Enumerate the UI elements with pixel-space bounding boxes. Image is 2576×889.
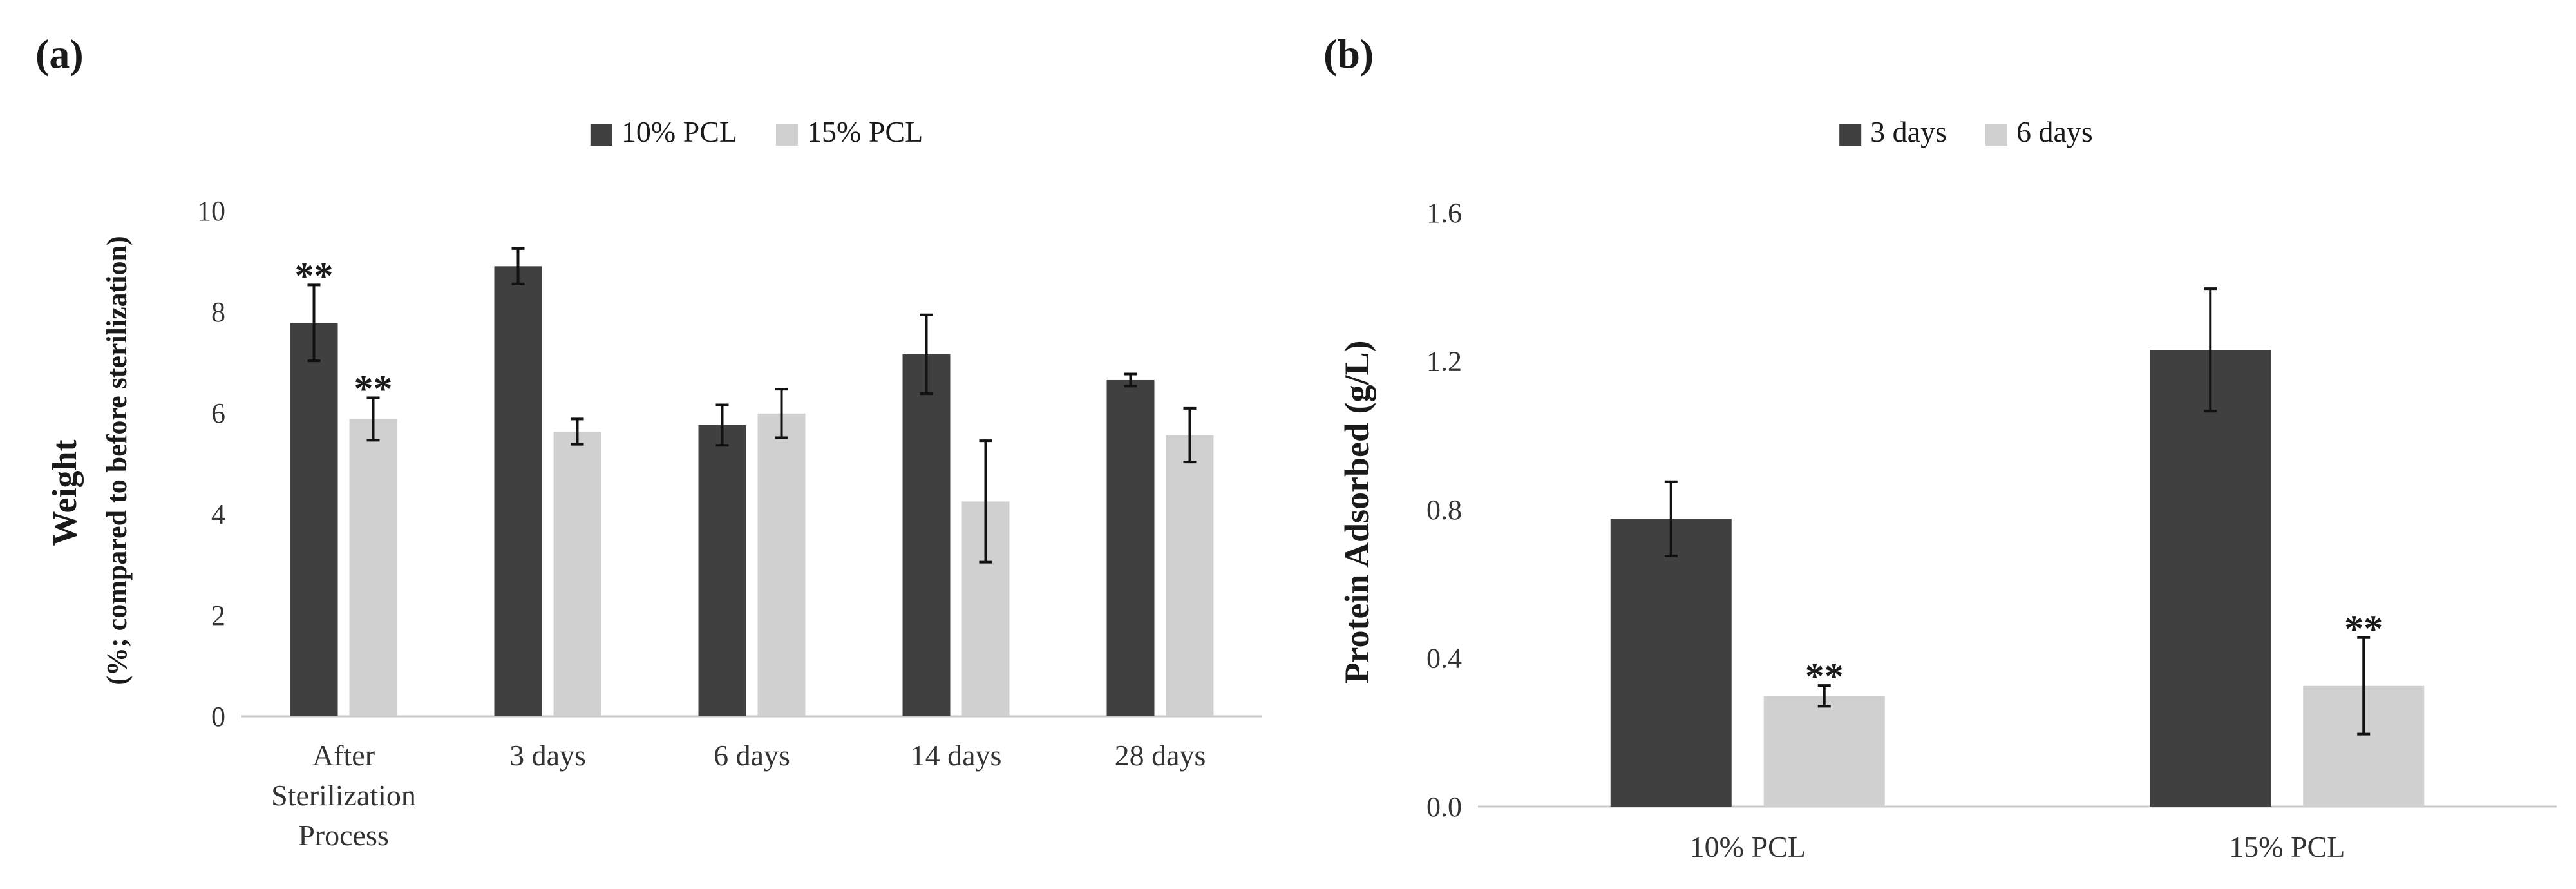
significance-marker: ** (1805, 655, 1844, 698)
bar-10-pcl (902, 354, 951, 716)
legend-label: 6 days (2016, 115, 2093, 148)
category-label-line: After (312, 739, 375, 772)
ytick-label: 0.4 (1426, 643, 1462, 674)
category-label-line: 10% PCL (1690, 830, 1806, 863)
category-label-line: Sterilization (271, 779, 416, 812)
bar-3-days (2150, 350, 2271, 807)
category-label: 3 days (509, 739, 586, 772)
ytick-label: 2 (211, 600, 225, 631)
bar-10-pcl (698, 425, 746, 716)
legend-swatch (776, 124, 798, 146)
ytick-label: 6 (211, 397, 225, 429)
bar-15-pcl (349, 419, 397, 716)
significance-marker: ** (354, 367, 393, 410)
significance-marker: ** (2344, 607, 2383, 650)
panel-b-ylabel: Protein Adsorbed (g/L) (1338, 340, 1376, 683)
bar-3-days (1610, 519, 1732, 807)
category-label-line: 6 days (714, 739, 790, 772)
bar-6-days (1763, 696, 1885, 807)
legend-swatch (1985, 124, 2007, 146)
ytick-label: 0 (211, 701, 225, 732)
legend-swatch (1839, 124, 1862, 146)
legend-label: 15% PCL (807, 115, 923, 148)
legend-swatch (590, 124, 612, 146)
category-label-line: 28 days (1115, 739, 1206, 772)
category-label: 15% PCL (2229, 830, 2345, 863)
panel-b-chart: 0.0 0.4 0.8 1.2 1.6 ** 10% PCL ** 15% PCL 3 days 6… (1426, 115, 2557, 863)
bar-15-pcl (1166, 435, 1214, 716)
panel-a-label: (a) (35, 31, 84, 77)
ytick-label: 1.6 (1426, 197, 1462, 229)
category-label: 6 days (714, 739, 790, 772)
bar-10-pcl (494, 266, 542, 717)
category-label: 28 days (1115, 739, 1206, 772)
ytick-label: 0.0 (1426, 791, 1462, 823)
panel-a-ylabel-sub: (%; compared to before sterilization) (101, 236, 133, 685)
ytick-label: 8 (211, 296, 225, 328)
panel-a-ylabel: Weight (45, 439, 84, 546)
ytick-label: 1.2 (1426, 346, 1462, 378)
category-label: 14 days (911, 739, 1002, 772)
bar-15-pcl (757, 413, 806, 716)
ytick-label: 10 (197, 195, 225, 227)
ytick-label: 4 (211, 499, 225, 530)
panel-a-chart: 0 2 4 6 8 10 ** ** After Sterilization Process 3 da… (197, 115, 1262, 852)
category-label: 10% PCL (1690, 830, 1806, 863)
legend-label: 3 days (1870, 115, 1947, 148)
panel-b-label: (b) (1323, 31, 1374, 77)
legend-label: 10% PCL (621, 115, 737, 148)
category-label-line: 14 days (911, 739, 1002, 772)
category-label-line: Process (298, 819, 389, 852)
category-label-line: 15% PCL (2229, 830, 2345, 863)
bar-10-pcl (1106, 379, 1155, 716)
category-label: After Sterilization Process (271, 739, 416, 852)
significance-marker: ** (295, 254, 334, 297)
category-label-line: 3 days (509, 739, 586, 772)
bar-15-pcl (553, 432, 601, 716)
bar-10-pcl (290, 323, 338, 716)
ytick-label: 0.8 (1426, 494, 1462, 526)
